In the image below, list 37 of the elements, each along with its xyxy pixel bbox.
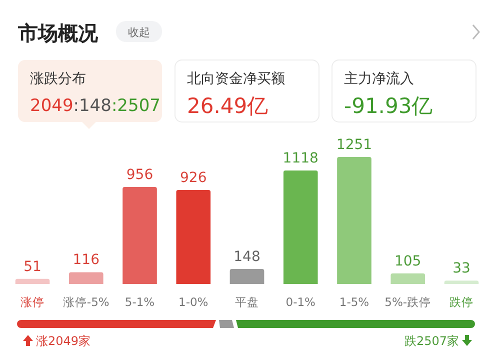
text: 2049:148:2507 <box>30 96 160 116</box>
bar <box>283 170 318 284</box>
x-tick-label: 1-5% <box>339 295 370 309</box>
data-label: 51 <box>24 258 42 275</box>
x-tick-label: 涨停 <box>20 295 45 309</box>
text: 跌2507家 <box>404 334 459 348</box>
data-label: 116 <box>72 252 100 268</box>
data-label: 33 <box>452 260 470 277</box>
data-label: 148 <box>234 248 260 265</box>
bar <box>390 273 426 284</box>
bar <box>176 190 211 284</box>
data-label: 1251 <box>336 137 372 153</box>
text: 涨2049家 <box>36 334 91 348</box>
bar <box>337 157 372 284</box>
bar <box>230 268 264 284</box>
x-tick-label: 1-0% <box>178 295 208 309</box>
text: 北向资金净买额 <box>187 71 285 87</box>
data-label: 1118 <box>282 150 318 166</box>
x-tick-label: 0-1% <box>286 295 316 309</box>
x-tick-label: 跌停 <box>449 295 474 309</box>
text: 26.49亿 <box>187 94 268 118</box>
x-tick-label: 5-1% <box>124 295 155 309</box>
text: 主力净流入 <box>344 71 414 87</box>
data-label: 105 <box>394 253 422 270</box>
bar <box>15 278 50 284</box>
x-tick-label: 平盘 <box>235 295 259 309</box>
data-label: 956 <box>126 166 154 183</box>
bar <box>122 186 157 284</box>
chart-title: 市场概况 <box>17 21 99 45</box>
bar <box>68 272 104 284</box>
x-tick-label: 涨停-5% <box>62 295 110 309</box>
data-label: 926 <box>180 170 207 186</box>
x-tick-label: 5%-跌停 <box>384 295 432 309</box>
text: 涨跌分布 <box>30 71 86 87</box>
bar <box>444 280 479 284</box>
text: 收起 <box>128 26 150 39</box>
text: -91.93亿 <box>344 94 433 118</box>
